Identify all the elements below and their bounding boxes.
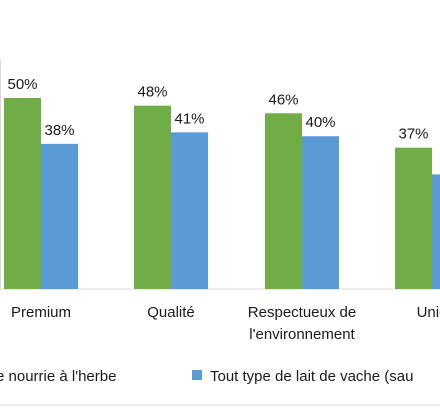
data-label-s0-c0: 50% <box>7 76 37 93</box>
data-label-s0-c2: 46% <box>268 91 298 108</box>
bar-all-cow-milk-3 <box>432 174 440 289</box>
category-label-0: Premium <box>11 304 71 321</box>
bar-all-cow-milk-0 <box>41 143 78 289</box>
category-label-2: Respectueux de l'environnement <box>248 304 356 343</box>
data-label-s1-c1: 41% <box>174 110 204 127</box>
data-label-s1-c0: 38% <box>44 122 74 139</box>
bar-all-cow-milk-2 <box>302 136 339 289</box>
bar-grass-fed-2 <box>265 113 302 289</box>
legend-entry-grass-fed: e nourrie à l'herbe <box>0 368 116 385</box>
data-label-s0-c3: 37% <box>398 126 428 143</box>
bars-group <box>4 98 440 289</box>
legend-swatch-all-cow-milk <box>192 370 202 380</box>
bar-grass-fed-3 <box>395 147 432 289</box>
category-labels-group: Premium Qualité Respectueux de l'environnem… <box>11 304 440 343</box>
bar-grass-fed-0 <box>4 98 41 289</box>
legend: e nourrie à l'herbe Tout type de lait de … <box>0 368 413 385</box>
data-label-s0-c1: 48% <box>137 84 167 101</box>
bar-grass-fed-1 <box>134 105 171 289</box>
legend-entry-all-cow-milk: Tout type de lait de vache (sau <box>210 368 413 385</box>
category-label-3: Uniq <box>417 304 440 321</box>
value-labels-group: 50%48%46%37%38%41%40%3 <box>7 76 428 143</box>
category-label-1: Qualité <box>147 304 195 321</box>
data-label-s1-c2: 40% <box>305 114 335 131</box>
bar-all-cow-milk-1 <box>171 132 208 289</box>
